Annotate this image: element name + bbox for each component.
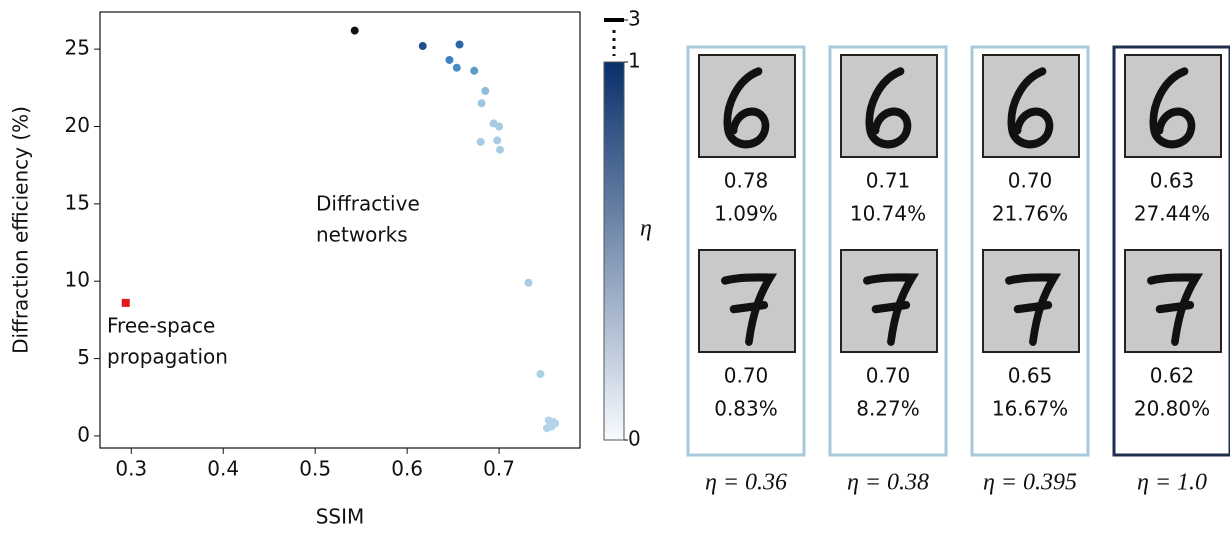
point: [122, 299, 130, 307]
x-tick-label: 0.4: [207, 457, 239, 481]
annotation: networks: [316, 223, 408, 247]
eta-label: η = 0.38: [847, 470, 929, 496]
efficiency-value: 27.44%: [1134, 202, 1210, 226]
point: [419, 42, 427, 50]
point: [453, 64, 461, 72]
annotation: Free-space: [107, 314, 215, 338]
point: [445, 56, 453, 64]
efficiency-value: 8.27%: [856, 397, 920, 421]
colorbar-top: [604, 18, 624, 22]
y-tick-label: 15: [65, 190, 90, 214]
efficiency-value: 21.76%: [992, 202, 1068, 226]
digit-image: [1125, 250, 1221, 352]
eta-label: η = 1.0: [1137, 470, 1207, 496]
digit-image: [1125, 55, 1221, 157]
digit-image: [983, 250, 1079, 352]
point: [477, 138, 485, 146]
efficiency-value: 16.67%: [992, 397, 1068, 421]
digit-image: [983, 55, 1079, 157]
ssim-value: 0.78: [724, 169, 769, 193]
ssim-value: 0.71: [866, 169, 911, 193]
ssim-value: 0.70: [724, 364, 769, 388]
efficiency-value: 0.83%: [714, 397, 778, 421]
x-tick-label: 0.5: [299, 457, 331, 481]
efficiency-value: 1.09%: [714, 202, 778, 226]
x-tick-label: 0.3: [115, 457, 147, 481]
colorbar-tick-label: 1: [628, 49, 641, 73]
y-tick-label: 5: [77, 345, 90, 369]
point: [536, 370, 544, 378]
digit-image: [841, 55, 937, 157]
y-tick-label: 25: [65, 36, 90, 60]
digit-image: [699, 250, 795, 352]
point: [481, 87, 489, 95]
y-tick-label: 0: [77, 422, 90, 446]
point: [351, 27, 359, 35]
eta-label: η = 0.395: [983, 470, 1077, 496]
point: [525, 279, 533, 287]
y-axis-label: Diffraction efficiency (%): [9, 106, 33, 354]
x-tick-label: 0.6: [391, 457, 423, 481]
colorbar-tick-label: 0: [628, 427, 641, 451]
ssim-value: 0.63: [1150, 169, 1195, 193]
point: [495, 122, 503, 130]
ssim-value: 0.70: [866, 364, 911, 388]
x-axis-label: SSIM: [316, 505, 365, 529]
ssim-value: 0.70: [1008, 169, 1053, 193]
colorbar-tick-label: 3: [628, 7, 641, 31]
colorbar: [604, 62, 624, 440]
ssim-value: 0.62: [1150, 364, 1195, 388]
point: [470, 67, 478, 75]
y-tick-label: 20: [65, 113, 90, 137]
efficiency-value: 20.80%: [1134, 397, 1210, 421]
ssim-value: 0.65: [1008, 364, 1053, 388]
point: [456, 40, 464, 48]
figure: SSIM Diffraction efficiency (%) η 0.3 0.4…: [0, 0, 1230, 531]
point: [496, 146, 504, 154]
colorbar-label: η: [640, 216, 652, 242]
y-tick-label: 10: [65, 268, 90, 292]
point: [493, 136, 501, 144]
annotation: propagation: [107, 345, 228, 369]
digit-image: [699, 55, 795, 157]
x-tick-label: 0.7: [483, 457, 515, 481]
annotation: Diffractive: [316, 192, 420, 216]
eta-label: η = 0.36: [705, 470, 787, 496]
point: [478, 99, 486, 107]
efficiency-value: 10.74%: [850, 202, 926, 226]
digit-image: [841, 250, 937, 352]
point: [551, 420, 559, 428]
